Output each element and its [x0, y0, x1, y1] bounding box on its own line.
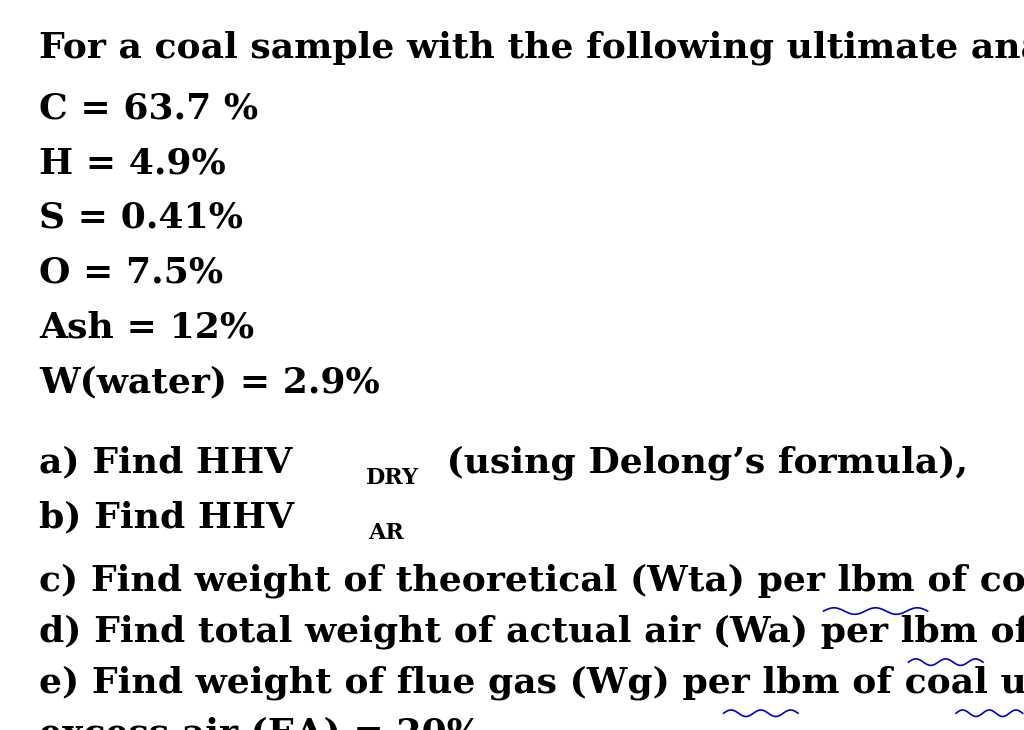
Text: d) Find total weight of actual air (Wa) per lbm of coal: d) Find total weight of actual air (Wa) …	[39, 615, 1024, 649]
Text: W(water) = 2.9%: W(water) = 2.9%	[39, 365, 380, 399]
Text: a) Find HHV: a) Find HHV	[39, 445, 292, 480]
Text: S = 0.41%: S = 0.41%	[39, 201, 243, 235]
Text: DRY: DRY	[366, 467, 419, 489]
Text: H = 4.9%: H = 4.9%	[39, 146, 225, 180]
Text: (using Delong’s formula),: (using Delong’s formula),	[434, 445, 968, 480]
Text: c) Find weight of theoretical (Wta) per lbm of coal: c) Find weight of theoretical (Wta) per …	[39, 564, 1024, 598]
Text: excess air (EA) = 20%: excess air (EA) = 20%	[39, 717, 481, 730]
Text: b) Find HHV: b) Find HHV	[39, 500, 294, 534]
Text: C = 63.7 %: C = 63.7 %	[39, 91, 258, 126]
Text: O = 7.5%: O = 7.5%	[39, 255, 223, 290]
Text: For a coal sample with the following ultimate analysis:: For a coal sample with the following ult…	[39, 31, 1024, 65]
Text: Ash = 12%: Ash = 12%	[39, 310, 254, 345]
Text: AR: AR	[368, 522, 403, 544]
Text: e) Find weight of flue gas (Wg) per lbm of coal using: e) Find weight of flue gas (Wg) per lbm …	[39, 666, 1024, 700]
